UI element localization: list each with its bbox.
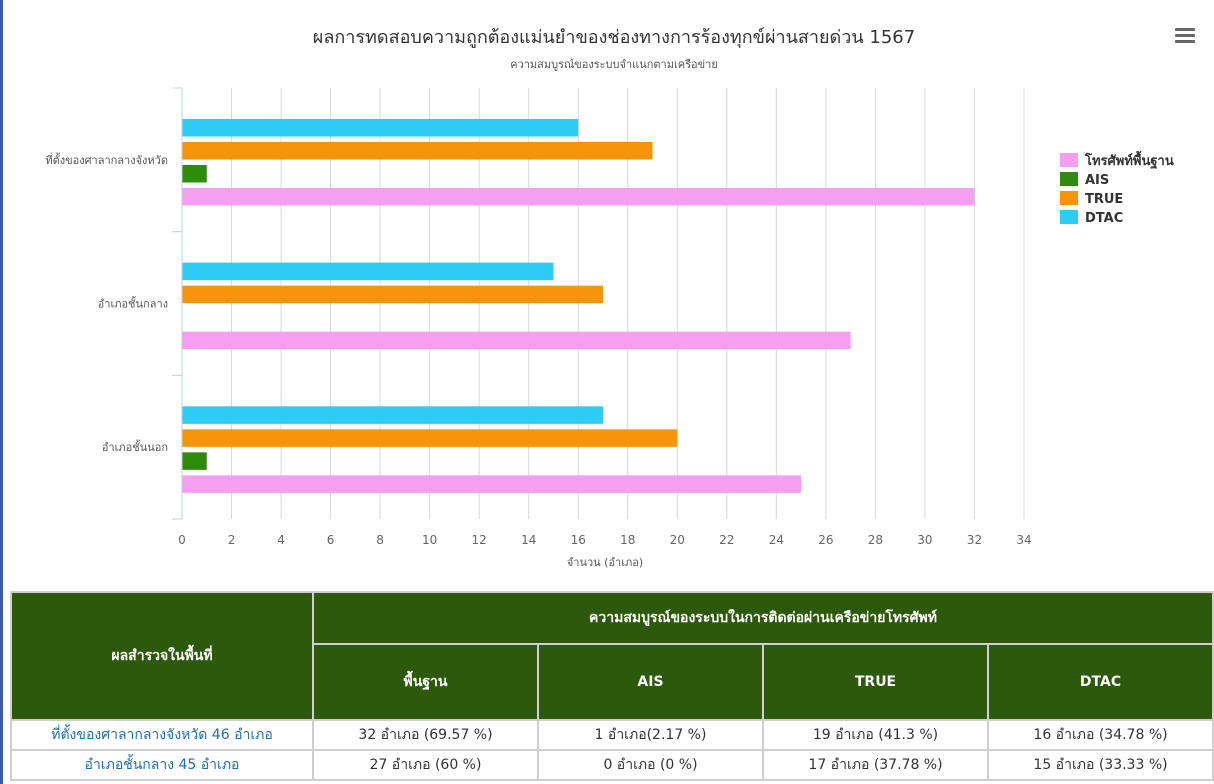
legend-swatch[interactable] [1060,153,1078,167]
x-tick-label: 20 [670,533,685,547]
bar-DTAC[interactable] [182,406,603,424]
category-label: อำเภอชั้นกลาง [98,296,168,311]
table-cell: 27 อำเภอ (60 %) [312,749,539,781]
column-header-landline: พื้นฐาน [312,643,539,721]
bar-AIS[interactable] [182,165,207,183]
table-cell: 16 อำเภอ (34.78 %) [986,719,1214,751]
summary-table: ผลสำรวจในพื้นที่ ความสมบูรณ์ของระบบในการ… [10,591,1214,781]
table-cell: 15 อำเภอ (33.33 %) [986,749,1214,781]
menu-icon-line [1175,40,1195,43]
x-tick-label: 30 [917,533,932,547]
legend-label[interactable]: DTAC [1085,211,1123,226]
legend-swatch[interactable] [1060,172,1078,186]
table-cell: 1 อำเภอ(2.17 %) [537,719,764,751]
left-border [0,0,3,784]
category-label: อำเภอชั้นนอก [102,439,168,454]
x-tick-label: 12 [472,533,487,547]
row-label-middle-district[interactable]: อำเภอชั้นกลาง 45 อำเภอ [10,749,314,781]
bar-โทรศัพท์พื้นฐาน[interactable] [182,475,802,493]
bar-TRUE[interactable] [182,142,653,160]
column-header-true: TRUE [762,643,989,721]
table-row: อำเภอชั้นกลาง 45 อำเภอ 27 อำเภอ (60 %) 0… [10,749,1214,781]
legend-label[interactable]: โทรศัพท์พื้นฐาน [1084,150,1174,170]
table-row: ที่ตั้งของศาลากลางจังหวัด 46 อำเภอ 32 อำ… [10,719,1214,751]
x-tick-label: 6 [327,533,335,547]
menu-icon-line [1175,28,1195,31]
x-tick-label: 8 [376,533,384,547]
table-cell: 17 อำเภอ (37.78 %) [762,749,989,781]
chart-subtitle: ความสมบูรณ์ของระบบจำแนกตามเครือข่าย [510,58,718,71]
bar-TRUE[interactable] [182,285,603,304]
x-tick-label: 10 [422,533,437,547]
category-label: ที่ตั้งของศาลากลางจังหวัด [45,152,168,167]
x-tick-label: 0 [178,533,186,547]
bar-DTAC[interactable] [182,119,579,137]
legend-label[interactable]: TRUE [1085,192,1123,207]
x-tick-label: 2 [228,533,236,547]
table-row-header: ผลสำรวจในพื้นที่ [10,591,314,721]
x-tick-label: 28 [868,533,883,547]
x-tick-label: 26 [818,533,833,547]
x-tick-label: 22 [719,533,734,547]
table-cell: 0 อำเภอ (0 %) [537,749,764,781]
x-tick-label: 4 [277,533,285,547]
x-tick-label: 32 [967,533,982,547]
legend-swatch[interactable] [1060,191,1078,205]
x-axis-label: จำนวน (อำเภอ) [567,556,643,569]
bar-AIS[interactable] [182,452,207,470]
x-tick-label: 14 [521,533,536,547]
x-tick-label: 16 [571,533,586,547]
legend-swatch[interactable] [1060,210,1078,224]
x-tick-label: 34 [1016,533,1031,547]
column-header-ais: AIS [537,643,764,721]
legend-label[interactable]: AIS [1085,173,1109,188]
x-tick-label: 24 [769,533,784,547]
bar-TRUE[interactable] [182,429,678,447]
row-label-provincial-hall[interactable]: ที่ตั้งของศาลากลางจังหวัด 46 อำเภอ [10,719,314,751]
chart-menu-button[interactable] [1175,28,1195,44]
table-cell: 32 อำเภอ (69.57 %) [312,719,539,751]
column-header-dtac: DTAC [986,643,1214,721]
bar-chart: 0 2 4 6 8 10 12 14 16 18 20 22 24 26 28 30 32 34ที่ตั้งขอ… [45,27,1174,569]
bar-โทรศัพท์พื้นฐาน[interactable] [182,331,851,350]
bar-โทรศัพท์พื้นฐาน[interactable] [182,188,975,206]
x-tick-label: 18 [620,533,635,547]
chart-title: ผลการทดสอบความถูกต้องแม่นยำของช่องทางการ… [313,27,915,48]
menu-icon-line [1175,34,1195,37]
table-cell: 19 อำเภอ (41.3 %) [762,719,989,751]
bar-DTAC[interactable] [182,262,554,281]
table-group-header: ความสมบูรณ์ของระบบในการติดต่อผ่านเครือข่… [311,591,1214,645]
